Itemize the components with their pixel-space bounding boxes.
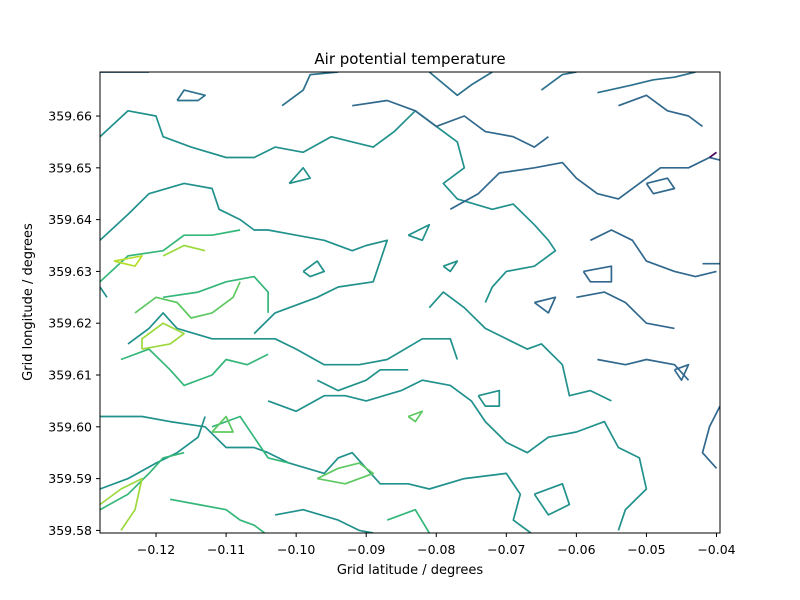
contour-line-31 [211, 415, 234, 433]
contour-line-34 [141, 322, 185, 350]
contour-line-15 [288, 166, 312, 185]
y-axis-label: Grid longitude / degrees [21, 223, 36, 381]
contour-line-29 [134, 281, 241, 319]
chart-title: Air potential temperature [314, 50, 505, 68]
contour-line-46 [533, 296, 557, 314]
x-tick-label: −0.09 [347, 542, 385, 557]
contour-line-16 [302, 260, 326, 278]
x-tick-label: −0.06 [557, 542, 595, 557]
contour-line-47 [673, 363, 690, 382]
contour-line-36 [113, 255, 143, 268]
y-tick-label: 359.60 [48, 419, 92, 434]
contour-line-28 [386, 508, 431, 533]
contour-line-35 [100, 477, 143, 531]
contour-line-43 [701, 405, 720, 469]
contour-line-17 [407, 223, 431, 242]
contour-line-32 [407, 410, 424, 423]
contour-line-3 [428, 72, 493, 97]
y-tick-label: 359.59 [48, 471, 92, 486]
contour-line-13 [274, 508, 374, 533]
contour-line-2 [281, 72, 339, 107]
contour-lines [100, 72, 720, 533]
plot-frame [99, 71, 721, 534]
contour-line-8 [428, 291, 612, 402]
contour-line-27 [169, 498, 267, 533]
y-tick-label: 359.65 [48, 160, 92, 175]
x-tick-label: −0.07 [487, 542, 525, 557]
x-axis: −0.12 −0.11 −0.10 −0.09 −0.08 −0.07 −0.06 −0.05… [137, 533, 736, 557]
contour-line-1 [176, 89, 206, 102]
contour-line-38 [449, 156, 720, 211]
contour-line-20 [477, 389, 501, 407]
x-tick-label: −0.11 [207, 542, 245, 557]
contour-line-42 [597, 358, 690, 381]
contour-line-26 [211, 415, 290, 464]
y-axis: 359.58 359.59 359.60 359.61 359.62 359.63 359.… [48, 109, 100, 538]
x-tick-label: −0.10 [277, 542, 315, 557]
y-tick-label: 359.66 [48, 109, 92, 124]
contour-line-7 [100, 415, 533, 533]
contour-line-37 [352, 99, 549, 148]
contour-line-4 [540, 72, 577, 91]
y-tick-label: 359.64 [48, 212, 92, 227]
y-tick-label: 359.62 [48, 316, 92, 331]
contour-line-21 [100, 286, 108, 298]
contour-line-11 [267, 379, 648, 531]
x-tick-label: −0.04 [697, 542, 735, 557]
x-axis-label: Grid latitude / degrees [337, 563, 483, 578]
contour-line-44 [645, 177, 676, 195]
contour-line-24 [162, 275, 269, 313]
y-tick-label: 359.61 [48, 368, 92, 383]
y-tick-label: 359.58 [48, 523, 92, 538]
contour-line-49 [708, 151, 718, 159]
contour-line-39 [618, 94, 704, 128]
y-tick-label: 359.63 [48, 264, 92, 279]
x-tick-label: −0.05 [627, 542, 665, 557]
x-tick-label: −0.08 [417, 542, 455, 557]
contour-line-19 [533, 482, 571, 516]
contour-line-14 [316, 368, 409, 392]
contour-line-40 [590, 229, 717, 278]
x-tick-label: −0.12 [137, 542, 175, 557]
contour-line-33 [162, 244, 206, 257]
contour-line-10 [127, 312, 459, 366]
contour-line-25 [100, 451, 185, 511]
contour-line-45 [582, 265, 613, 283]
contour-line-22 [120, 348, 269, 387]
contour-line-30 [316, 462, 375, 485]
contour-line-41 [576, 291, 675, 330]
contour-line-18 [442, 260, 459, 273]
contour-line-6 [100, 182, 389, 335]
contour-line-5 [597, 72, 696, 94]
